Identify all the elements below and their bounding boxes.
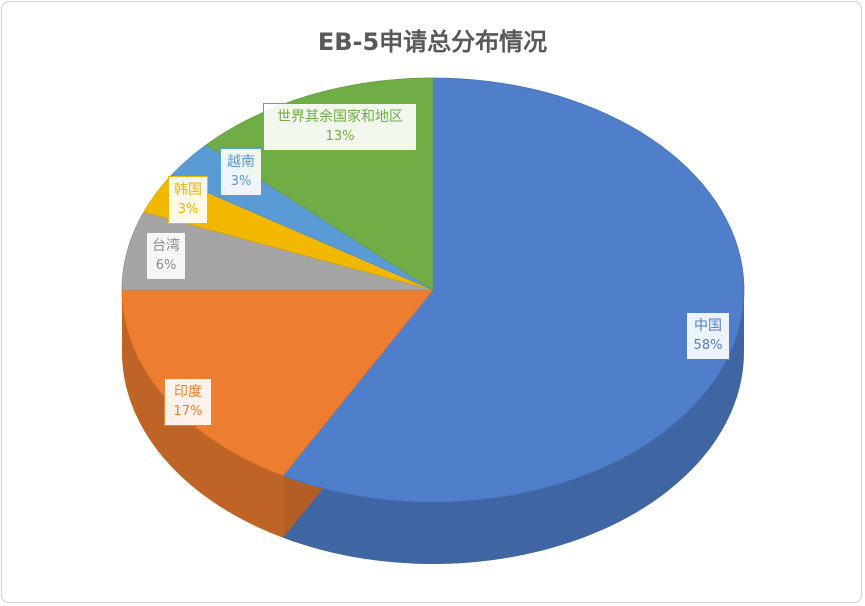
data-label-5: 世界其余国家和地区 13% (263, 103, 417, 151)
data-label-1: 印度 17% (164, 378, 212, 426)
data-label-value: 17% (173, 404, 203, 419)
data-label-category: 台湾 (152, 238, 180, 254)
data-label-value: 3% (177, 202, 199, 217)
data-label-value: 6% (155, 258, 177, 273)
data-label-category: 越南 (227, 154, 255, 170)
chart-title: EB-5申请总分布情况 (317, 28, 548, 56)
data-label-value: 58% (693, 338, 723, 353)
data-label-category: 世界其余国家和地区 (277, 109, 403, 125)
data-label-0: 中国 58% (686, 312, 730, 360)
slice-side-1 (122, 290, 284, 538)
data-label-category: 中国 (694, 318, 722, 334)
slice-3[interactable] (143, 175, 434, 291)
data-label-category: 印度 (174, 384, 202, 400)
slice-0[interactable] (282, 77, 745, 503)
slice-2[interactable] (121, 211, 434, 291)
data-label-category: 韩国 (174, 182, 202, 198)
data-label-3: 韩国 3% (168, 176, 208, 224)
data-label-value: 13% (325, 129, 355, 144)
slice-side-0 (283, 290, 744, 564)
data-label-2: 台湾 6% (146, 232, 186, 280)
data-label-value: 3% (230, 174, 252, 189)
data-label-4: 越南 3% (220, 148, 262, 196)
